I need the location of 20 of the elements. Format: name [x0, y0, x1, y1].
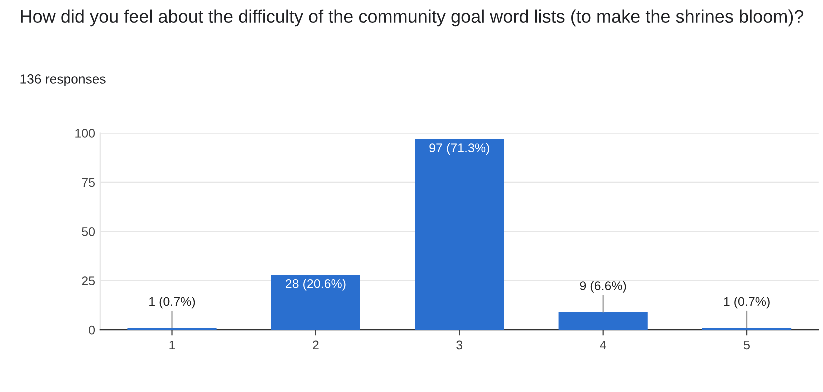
x-tick-label: 1 — [170, 340, 176, 350]
y-tick-label: 75 — [82, 178, 96, 188]
chart-subtitle: 136 responses — [20, 74, 106, 87]
x-tick-label: 5 — [744, 340, 750, 350]
x-tick-label: 2 — [313, 340, 319, 350]
chart-title: How did you feel about the difficulty of the community goal word lists (to make the shrines bloom)? — [21, 10, 804, 27]
y-tick-label: 0 — [89, 326, 96, 335]
bar — [415, 139, 504, 330]
data-label: 97 (71.3%) — [430, 143, 490, 155]
y-tick-label: 100 — [76, 129, 96, 138]
data-label: 1 (0.7%) — [724, 297, 770, 309]
y-tick-label: 25 — [82, 276, 96, 286]
data-label: 28 (20.6%) — [286, 279, 346, 291]
data-label: 1 (0.7%) — [150, 297, 196, 309]
x-tick-label: 3 — [456, 340, 463, 350]
data-label: 9 (6.6%) — [580, 281, 626, 293]
y-tick-label: 50 — [82, 227, 96, 236]
bar — [271, 274, 360, 330]
bar — [558, 312, 648, 330]
x-tick-label: 4 — [600, 340, 606, 350]
